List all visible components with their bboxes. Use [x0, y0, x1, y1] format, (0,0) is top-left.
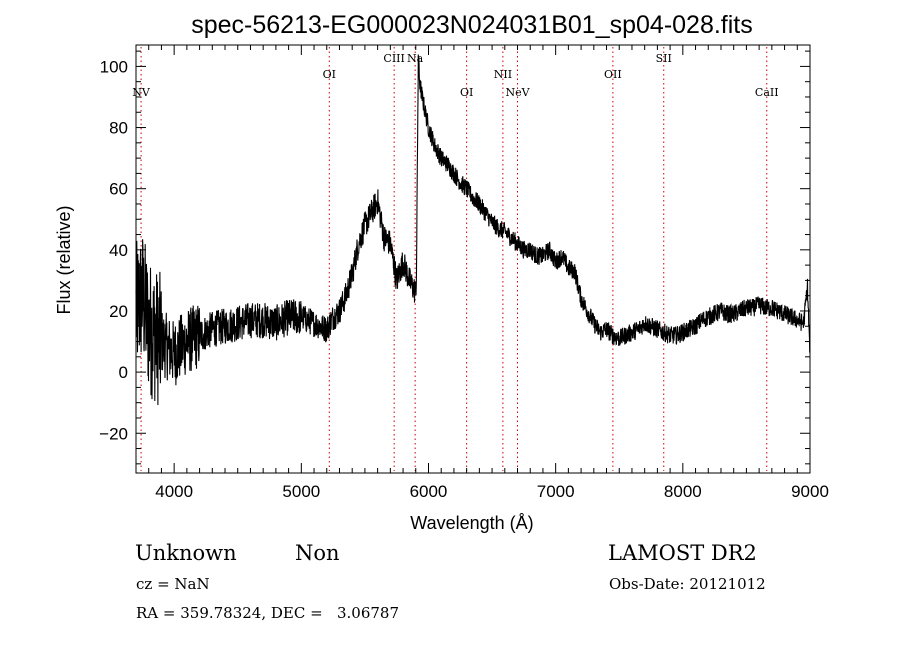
- x-tick-label: 5000: [282, 482, 320, 501]
- emission-line-label: OI: [460, 86, 473, 99]
- emission-line-label: NV: [132, 86, 151, 99]
- x-tick-label: 6000: [410, 482, 448, 501]
- emission-line-label: CIII: [383, 52, 404, 65]
- x-tick-label: 4000: [155, 482, 193, 501]
- y-tick-label: 0: [119, 363, 128, 382]
- x-axis-label: Wavelength (Å): [410, 513, 533, 533]
- y-tick-label: 60: [109, 180, 128, 199]
- x-tick-label: 7000: [537, 482, 575, 501]
- plot-frame: [135, 44, 811, 474]
- emission-line-markers: [140, 47, 768, 471]
- plot-border: [135, 44, 811, 474]
- spectrum-series-line: [135, 54, 811, 406]
- emission-line-label: Na: [407, 52, 424, 65]
- chart-title: spec-56213-EG000023N024031B01_sp04-028.f…: [191, 11, 753, 39]
- y-tick-label: 80: [109, 119, 128, 138]
- y-tick-label: 20: [109, 302, 128, 321]
- redshift-text: cz = NaN: [136, 575, 210, 593]
- x-tick-label: 9000: [791, 482, 829, 501]
- tick-labels: 4000 5000 6000 7000 8000 9000 −20 0 20 40 60 80 100: [99, 57, 829, 501]
- survey-name: LAMOST DR2: [608, 541, 757, 565]
- axis-ticks: [135, 45, 811, 473]
- coordinates-text: RA = 359.78324, DEC = 3.06787: [136, 604, 400, 622]
- object-type: Unknown: [135, 541, 237, 565]
- emission-line-label: OI: [323, 68, 336, 81]
- y-tick-label: 40: [109, 241, 128, 260]
- y-tick-label: −20: [99, 424, 128, 443]
- emission-line-label: CaII: [755, 86, 779, 99]
- emission-line-label: SII: [656, 52, 672, 65]
- x-tick-label: 8000: [664, 482, 702, 501]
- y-axis-label: Flux (relative): [54, 205, 74, 314]
- object-subclass: Non: [295, 541, 340, 565]
- emission-line-label: NeV: [505, 86, 530, 99]
- emission-line-label: OII: [604, 68, 622, 81]
- observation-date: Obs-Date: 20121012: [609, 575, 766, 593]
- emission-line-labels: NV OI CIII Na OI NII NeV OII SII CaII: [132, 52, 778, 99]
- y-tick-label: 100: [100, 57, 128, 76]
- emission-line-label: NII: [494, 68, 512, 81]
